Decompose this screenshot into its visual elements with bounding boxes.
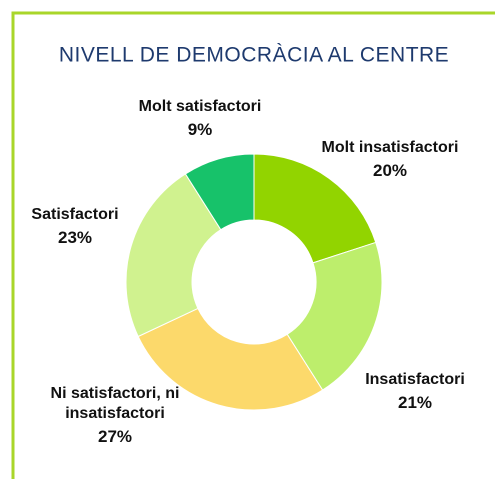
slice [184, 153, 255, 231]
category-label: Insatisfactori [365, 371, 465, 388]
slice-label: Ni satisfactori, ni insatisfactori 27% [35, 384, 195, 447]
slice [253, 153, 377, 264]
frame [11, 11, 495, 479]
slice-label: Molt satisfactori 9% [120, 97, 280, 140]
slice-label: Insatisfactori 21% [340, 370, 490, 413]
category-label: Molt insatisfactori [321, 139, 459, 156]
value-label: 20% [372, 161, 408, 180]
category-label: Ni satisfactori, ni insatisfactori [50, 385, 180, 422]
category-label: Satisfactori [31, 206, 119, 223]
slice-label: Satisfactori 23% [5, 205, 145, 248]
slice [125, 173, 222, 338]
value-label: 23% [57, 228, 93, 247]
slice [286, 241, 383, 391]
slice [137, 307, 324, 411]
value-label: 9% [187, 120, 213, 139]
value-label: 27% [97, 427, 133, 446]
chart-title: NIVELL DE DEMOCRÀCIA AL CENTRE [59, 44, 449, 67]
value-label: 21% [397, 393, 433, 412]
slice-label: Molt insatisfactori 20% [300, 138, 480, 181]
category-label: Molt satisfactori [138, 98, 262, 115]
